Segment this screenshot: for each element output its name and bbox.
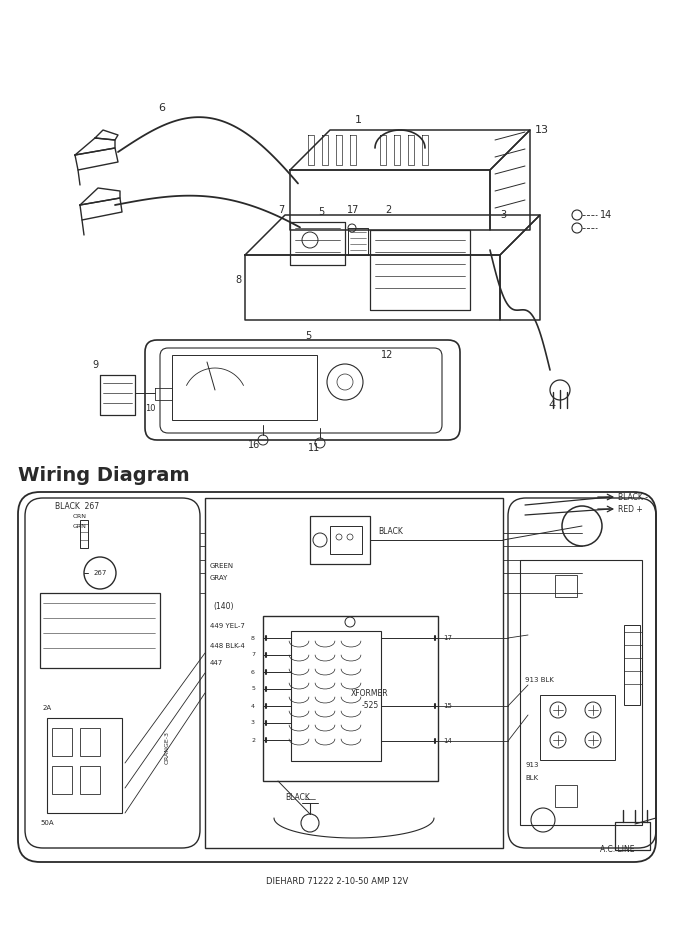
Bar [172,355,317,420]
Text: 447: 447 [210,660,223,666]
Bar [205,498,503,848]
Text: -525: -525 [361,702,379,710]
Bar [80,728,100,756]
Text: 15: 15 [443,703,452,709]
Bar [52,766,72,794]
Text: 16: 16 [248,440,260,450]
Text: 14: 14 [600,210,612,220]
Text: BLK: BLK [525,775,538,781]
Text: RED +: RED + [618,504,643,514]
Bar [47,718,122,813]
Text: 2A: 2A [43,705,52,711]
Text: 6: 6 [158,103,165,113]
Bar [80,766,100,794]
Bar [555,575,577,597]
Bar [40,593,160,668]
Text: (140): (140) [213,602,233,611]
Text: 17: 17 [443,635,452,641]
Text: BLACK: BLACK [378,527,403,536]
Text: 13: 13 [535,125,549,135]
Text: ORANGE-3: ORANGE-3 [165,731,170,765]
Bar [310,516,370,564]
Text: 449 YEL-7: 449 YEL-7 [210,623,245,629]
Text: 2: 2 [251,738,255,743]
Text: 3: 3 [251,720,255,726]
Text: ORN: ORN [73,514,87,518]
Text: GREEN: GREEN [210,563,234,569]
Text: 5: 5 [318,207,324,217]
Text: 7: 7 [251,653,255,657]
Text: GRAY: GRAY [210,575,228,581]
Text: GRN: GRN [73,524,87,528]
Text: 6: 6 [251,669,255,675]
Text: BLACK  267: BLACK 267 [55,502,99,511]
Text: 5: 5 [305,331,311,341]
Text: 267: 267 [93,570,106,576]
Text: 50A: 50A [40,820,54,826]
Text: 8: 8 [235,275,241,285]
Bar [624,625,640,705]
Bar [291,631,381,761]
Bar [263,616,438,781]
Text: 4: 4 [548,400,555,410]
Bar [52,728,72,756]
Text: BLACK: BLACK [285,794,310,803]
Text: 4: 4 [251,704,255,708]
Text: 11: 11 [308,443,320,453]
Text: 3: 3 [500,210,506,220]
Text: Wiring Diagram: Wiring Diagram [18,465,189,485]
Text: 14: 14 [443,738,452,744]
Bar [540,695,615,760]
Text: 448 BLK-4: 448 BLK-4 [210,643,245,649]
Text: DIEHARD 71222 2-10-50 AMP 12V: DIEHARD 71222 2-10-50 AMP 12V [266,878,408,886]
Text: 7: 7 [278,205,284,215]
Text: 1: 1 [355,115,362,125]
Text: 5: 5 [251,687,255,692]
Text: 10: 10 [145,403,156,413]
Bar [520,560,642,825]
Text: 12: 12 [381,350,394,360]
Text: 913: 913 [525,762,539,768]
Text: A.C. LINE: A.C. LINE [600,845,634,855]
Text: XFORMER: XFORMER [351,689,389,697]
Bar [555,785,577,807]
Text: 17: 17 [347,205,359,215]
Bar [80,520,88,548]
Bar [615,822,650,850]
Text: 913 BLK: 913 BLK [525,677,554,683]
Text: 8: 8 [251,636,255,641]
Text: BLACK -: BLACK - [618,492,648,502]
Text: 2: 2 [385,205,391,215]
Bar [330,526,362,554]
Text: 9: 9 [92,360,98,370]
